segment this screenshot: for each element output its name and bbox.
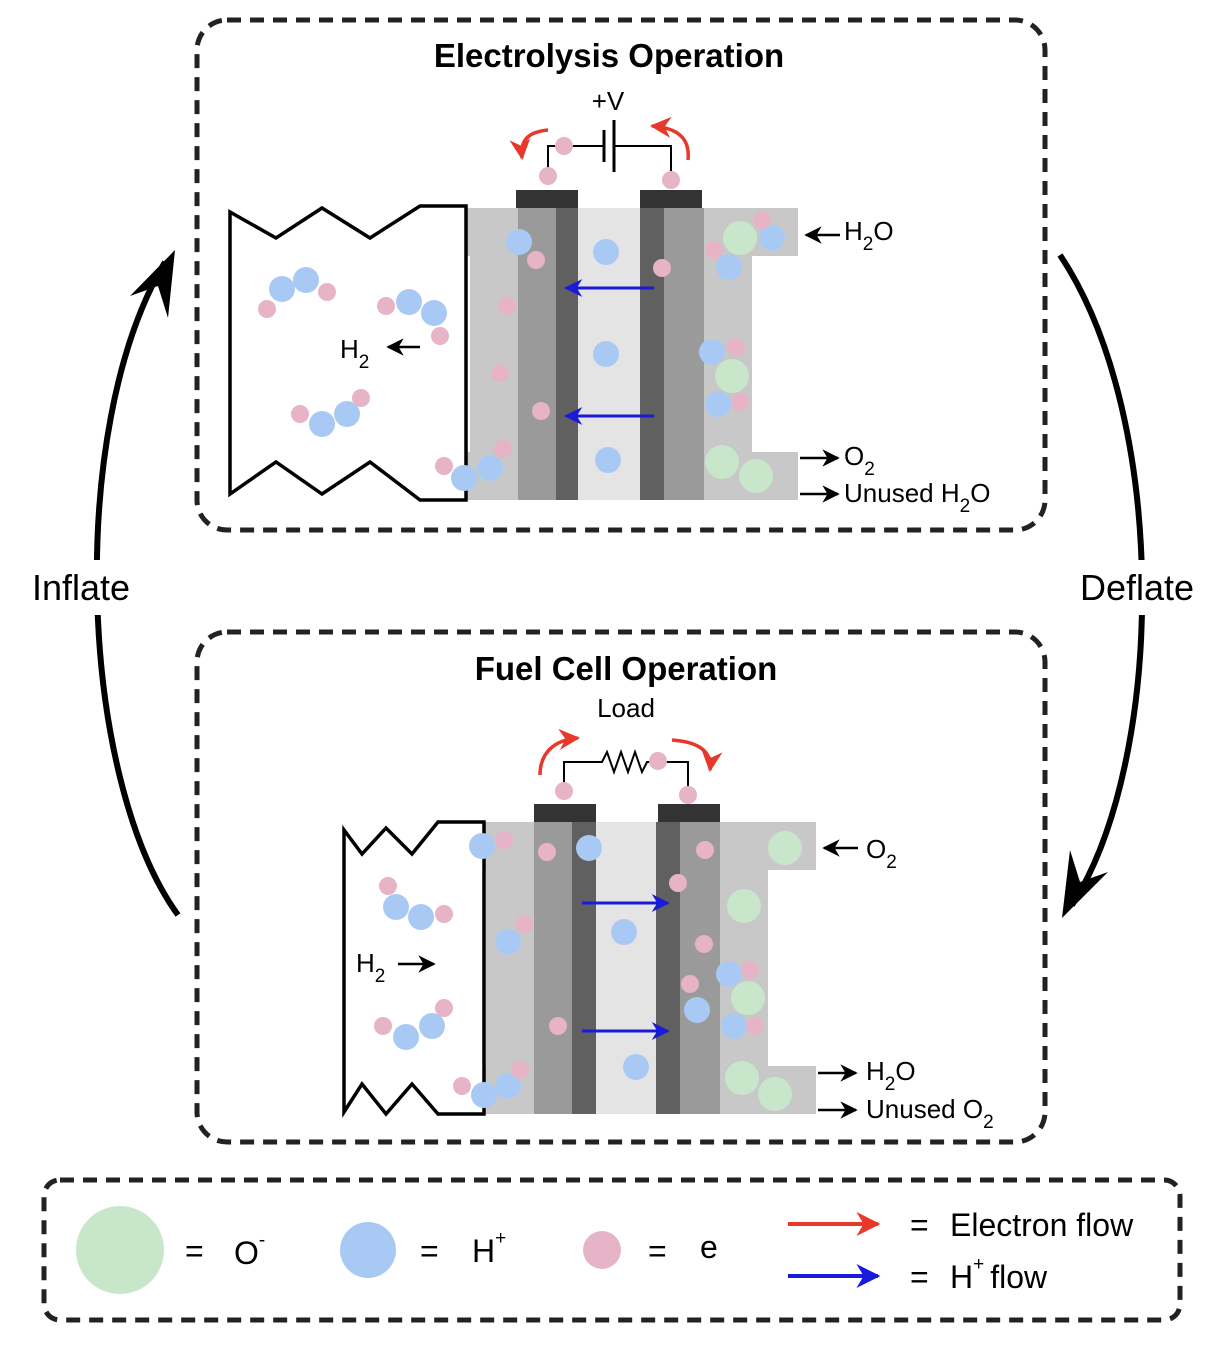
legend-electron-label: e xyxy=(700,1229,718,1265)
bladder-gas-label: H2 xyxy=(356,948,385,987)
hydrogen-bladder xyxy=(342,820,486,1118)
load-label: Load xyxy=(597,693,655,723)
legend-proton-swatch xyxy=(340,1222,396,1278)
load-resistor: Load xyxy=(538,693,723,804)
legend-electron-flow-eq: = xyxy=(910,1207,929,1243)
fuel-cell-title: Fuel Cell Operation xyxy=(475,650,778,687)
legend: = O- = H+ = e = Electron flow = H+ flow xyxy=(41,1177,1183,1323)
legend-oxygen-ion-swatch xyxy=(76,1206,164,1294)
unused-oxygen-outlet-label: Unused O2 xyxy=(866,1094,994,1133)
oxygen-outlet-label: O2 xyxy=(844,441,875,480)
legend-electron-eq: = xyxy=(648,1233,667,1269)
electron-flow-arrow xyxy=(509,128,549,161)
electron-flow-arrow xyxy=(649,116,690,161)
legend-electron-flow-label: Electron flow xyxy=(950,1207,1134,1243)
deflate-arrowhead xyxy=(1062,850,1108,918)
electron-flow-arrow xyxy=(671,738,723,773)
unused-water-outlet-label: Unused H2O xyxy=(844,478,990,517)
water-inlet-label: H2O xyxy=(844,216,894,255)
voltage-source: +V xyxy=(509,86,690,189)
legend-proton-flow-eq: = xyxy=(910,1259,929,1295)
inflate-arrowhead xyxy=(130,250,175,318)
legend-electron-swatch xyxy=(583,1231,621,1269)
deflate-label: Deflate xyxy=(1080,567,1194,608)
voltage-label: +V xyxy=(592,86,625,116)
legend-oxygen-ion-label: O- xyxy=(234,1230,265,1271)
inflate-label: Inflate xyxy=(32,567,130,608)
legend-proton-flow-label: H+ flow xyxy=(950,1254,1048,1295)
fuel-cell-particles xyxy=(374,831,802,1111)
legend-oxygen-ion-eq: = xyxy=(185,1233,204,1269)
water-outlet-label: H2O xyxy=(866,1056,916,1095)
cycle-arrows: Inflate Deflate xyxy=(26,250,1220,918)
electrolysis-particles xyxy=(258,211,785,493)
fuel-cell-panel: Fuel Cell Operation Load xyxy=(194,629,1048,1145)
legend-proton-label: H+ xyxy=(472,1228,506,1269)
legend-proton-eq: = xyxy=(420,1233,439,1269)
bladder-gas-label: H2 xyxy=(340,334,369,373)
oxygen-inlet-label: O2 xyxy=(866,834,897,873)
electrolysis-panel: Electrolysis Operation +V xyxy=(194,17,1048,533)
electrolysis-title: Electrolysis Operation xyxy=(434,37,784,74)
electron-flow-arrow xyxy=(538,728,581,776)
